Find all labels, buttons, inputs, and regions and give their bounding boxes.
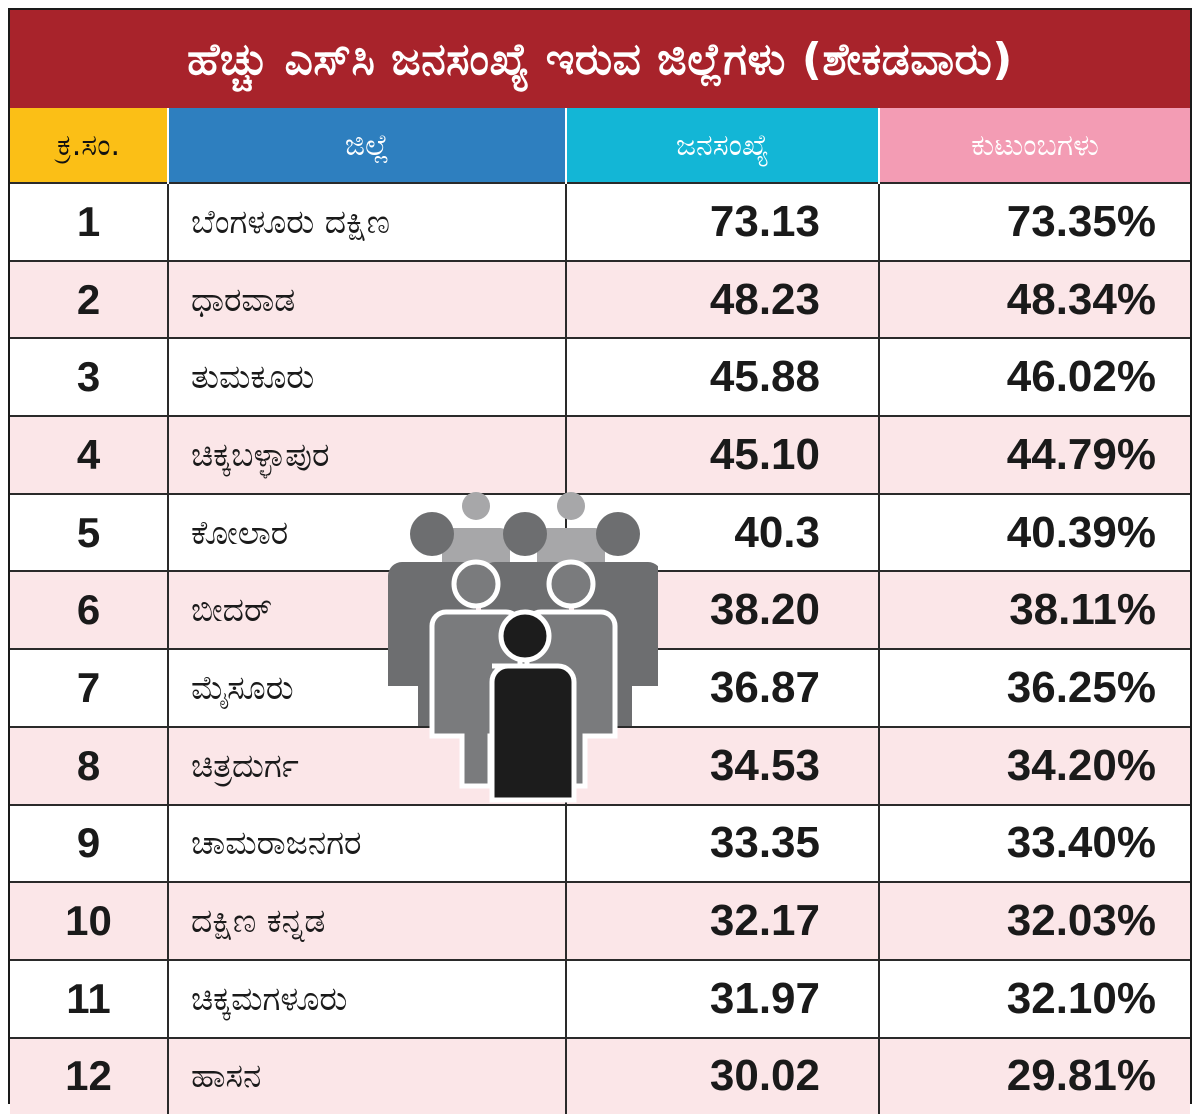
cell-families: 38.11% (879, 570, 1190, 650)
cell-serial: 2 (10, 259, 169, 339)
column-header-serial: ಕ್ರ.ಸಂ. (10, 108, 169, 183)
cell-district: ಹಾಸನ (168, 1036, 567, 1114)
cell-families: 33.40% (879, 803, 1190, 883)
cell-serial: 11 (10, 958, 169, 1038)
table-frame: ಹೆಚ್ಚು ಎಸ್‌ಸಿ ಜನಸಂಖ್ಯೆ ಇರುವ ಜಿಲ್ಲೆಗಳು (ಶ… (8, 8, 1192, 1114)
cell-families: 40.39% (879, 492, 1190, 572)
cell-population: 32.17 (566, 881, 880, 960)
cell-district: ಚಾಮರಾಜನಗರ (168, 803, 567, 883)
table-row: 10 ದಕ್ಷಿಣ ಕನ್ನಡ 32.17 32.03% (10, 881, 1190, 960)
cell-serial: 8 (10, 725, 169, 805)
cell-population: 30.02 (566, 1036, 880, 1114)
cell-district: ದಕ್ಷಿಣ ಕನ್ನಡ (168, 881, 567, 960)
cell-population: 40.3 (566, 492, 880, 572)
cell-families: 48.34% (879, 259, 1190, 339)
cell-population: 48.23 (566, 259, 880, 339)
cell-families: 34.20% (879, 725, 1190, 805)
table-row: 3 ತುಮಕೂರು 45.88 46.02% (10, 337, 1190, 417)
header-row: ಕ್ರ.ಸಂ. ಜಿಲ್ಲೆ ಜನಸಂಖ್ಯೆ ಕುಟುಂಬಗಳು (10, 108, 1190, 183)
cell-serial: 1 (10, 182, 169, 261)
column-header-district: ಜಿಲ್ಲೆ (168, 108, 567, 183)
cell-district: ಬೆಂಗಳೂರು ದಕ್ಷಿಣ (168, 182, 567, 261)
cell-population: 45.88 (566, 337, 880, 417)
cell-population: 45.10 (566, 415, 880, 494)
cell-population: 34.53 (566, 725, 880, 805)
cell-families: 32.10% (879, 958, 1190, 1038)
cell-serial: 6 (10, 570, 169, 650)
cell-district: ಚಿಕ್ಕಮಗಳೂರು (168, 958, 567, 1038)
cell-families: 32.03% (879, 881, 1190, 960)
table-row: 11 ಚಿಕ್ಕಮಗಳೂರು 31.97 32.10% (10, 958, 1190, 1038)
cell-families: 73.35% (879, 182, 1190, 261)
cell-serial: 9 (10, 803, 169, 883)
cell-district: ತುಮಕೂರು (168, 337, 567, 417)
table-row: 12 ಹಾಸನ 30.02 29.81% (10, 1036, 1190, 1114)
cell-serial: 5 (10, 492, 169, 572)
people-group-icon (388, 492, 658, 803)
table-row: 4 ಚಿಕ್ಕಬಳ್ಳಾಪುರ 45.10 44.79% (10, 415, 1190, 494)
cell-population: 31.97 (566, 958, 880, 1038)
cell-serial: 3 (10, 337, 169, 417)
district-table: ಕ್ರ.ಸಂ. ಜಿಲ್ಲೆ ಜನಸಂಖ್ಯೆ ಕುಟುಂಬಗಳು 1 ಬೆಂಗಳ… (10, 108, 1190, 1114)
cell-district: ಚಿಕ್ಕಬಳ್ಳಾಪುರ (168, 415, 567, 494)
table-row: 5 ಕೋಲಾರ 40.3 40.39% (10, 492, 1190, 572)
table-row: 6 ಬೀದರ್ 38.20 38.11% (10, 570, 1190, 650)
cell-families: 29.81% (879, 1036, 1190, 1114)
cell-families: 36.25% (879, 648, 1190, 727)
cell-population: 73.13 (566, 182, 880, 261)
cell-families: 46.02% (879, 337, 1190, 417)
cell-serial: 10 (10, 881, 169, 960)
cell-population: 33.35 (566, 803, 880, 883)
cell-serial: 7 (10, 648, 169, 727)
table-row: 9 ಚಾಮರಾಜನಗರ 33.35 33.40% (10, 803, 1190, 883)
table-row: 1 ಬೆಂಗಳೂರು ದಕ್ಷಿಣ 73.13 73.35% (10, 182, 1190, 261)
page-title: ಹೆಚ್ಚು ಎಸ್‌ಸಿ ಜನಸಂಖ್ಯೆ ಇರುವ ಜಿಲ್ಲೆಗಳು (ಶ… (10, 10, 1190, 108)
table-row: 2 ಧಾರವಾಡ 48.23 48.34% (10, 259, 1190, 339)
cell-serial: 4 (10, 415, 169, 494)
cell-serial: 12 (10, 1036, 169, 1114)
cell-families: 44.79% (879, 415, 1190, 494)
column-header-population: ಜನಸಂಖ್ಯೆ (566, 108, 880, 183)
column-header-families: ಕುಟುಂಬಗಳು (879, 108, 1190, 183)
cell-district: ಧಾರವಾಡ (168, 259, 567, 339)
